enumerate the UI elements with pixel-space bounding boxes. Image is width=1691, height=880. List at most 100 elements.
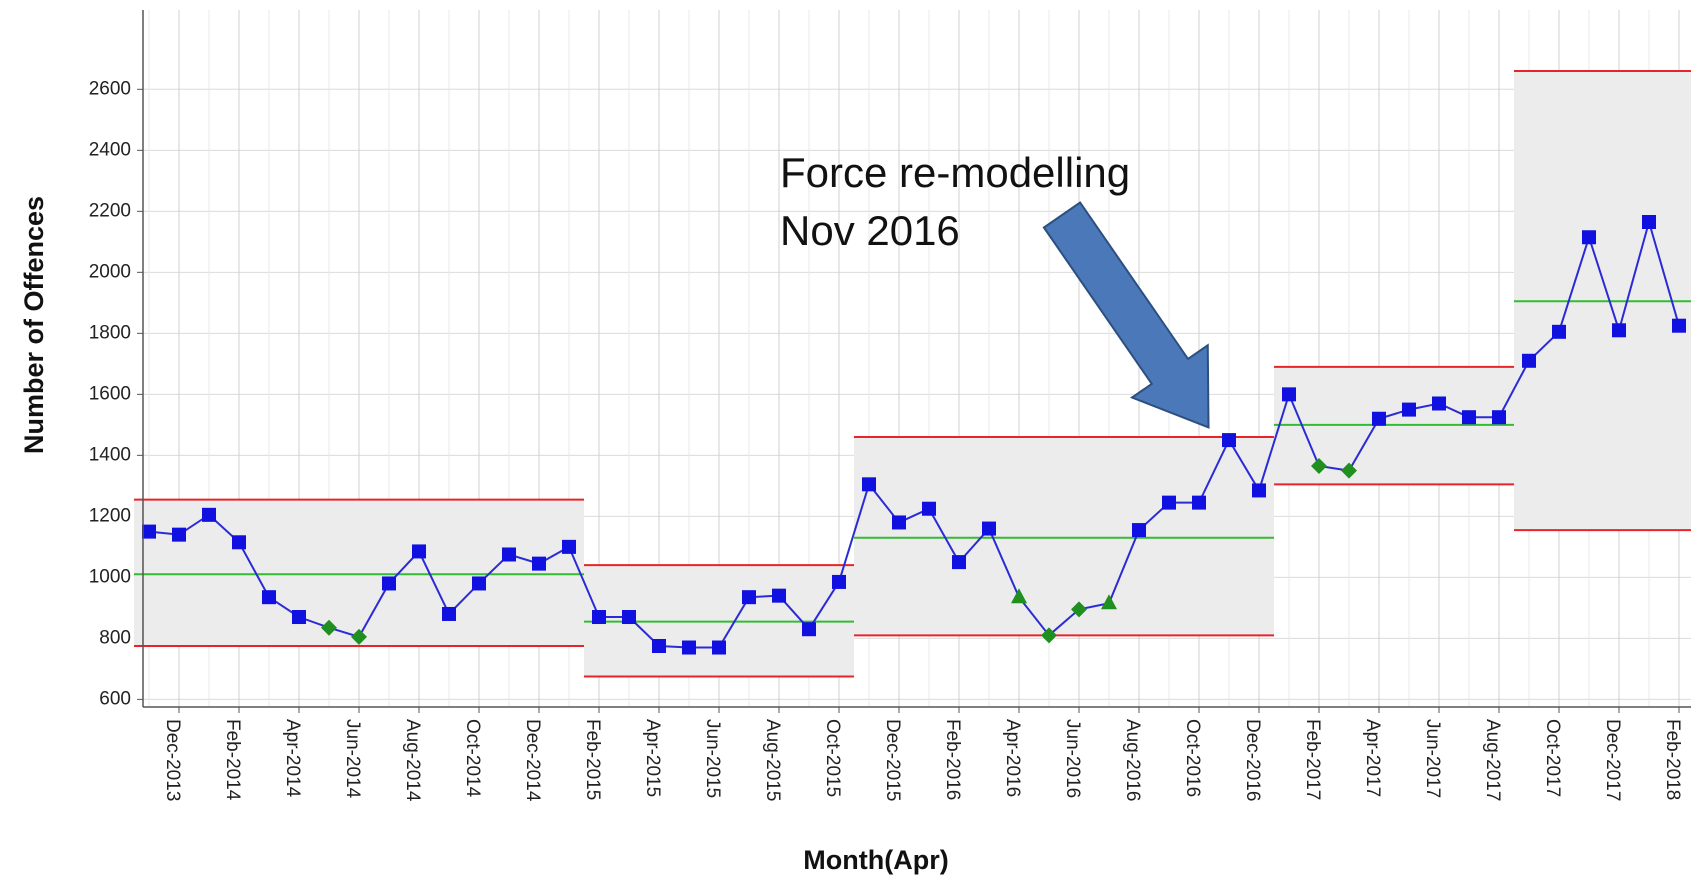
data-point [1311,458,1327,475]
data-point [952,555,966,570]
data-point [1372,411,1386,426]
x-tick-label: Feb-2014 [222,719,243,801]
x-tick-label: Aug-2017 [1482,719,1503,801]
annotation-arrow [1042,201,1210,429]
y-tick-label: 2600 [89,78,131,99]
x-tick-label: Aug-2016 [1122,719,1143,801]
x-tick-label: Dec-2013 [162,719,183,801]
y-tick-label: 600 [99,688,131,709]
y-tick-label: 2200 [89,200,131,221]
data-point [442,606,456,621]
data-point [532,556,546,571]
y-tick-label: 1600 [89,383,131,404]
x-tick-label: Apr-2015 [642,719,663,797]
data-point [802,622,816,637]
data-point [1642,214,1656,229]
y-tick-label: 1000 [89,566,131,587]
bands [134,70,1691,678]
connector [1498,360,1530,418]
annotation-line: Nov 2016 [780,207,960,254]
annotation-line: Force re-modelling [780,149,1130,196]
x-tick-label: Aug-2014 [402,719,423,802]
data-point [862,477,876,492]
data-point [1132,523,1146,538]
y-tick-label: 1400 [89,444,131,465]
x-tick-label: Apr-2016 [1002,719,1023,797]
data-point [1341,462,1357,479]
x-tick-label: Apr-2014 [282,719,303,798]
data-point [682,640,696,655]
y-axis-title: Number of Offences [19,196,49,454]
data-point [472,576,486,591]
data-point [1252,483,1266,498]
control-band [134,499,584,646]
data-point [1552,324,1566,339]
x-tick-label: Dec-2015 [882,719,903,801]
data-point [1432,396,1446,411]
data-point [232,535,246,550]
data-point [1192,495,1206,510]
connector [838,484,870,583]
data-point [1282,387,1296,402]
data-point [1041,627,1057,644]
x-tick-label: Oct-2017 [1542,719,1563,797]
x-tick-label: Feb-2017 [1302,719,1323,800]
data-point [742,590,756,605]
data-point [262,590,276,605]
data-point [1101,594,1117,610]
data-point [1462,410,1476,425]
data-point [412,544,426,559]
data-point [832,574,846,589]
data-point [1222,433,1236,448]
y-tick-label: 1800 [89,322,131,343]
data-point [1582,230,1596,245]
x-tick-label: Jun-2015 [702,719,723,798]
x-tick-label: Dec-2014 [522,719,543,802]
x-tick-label: Oct-2015 [822,719,843,797]
data-point [1612,323,1626,338]
data-point [1162,495,1176,510]
data-point [1492,410,1506,425]
plot [142,214,1686,655]
data-point [1402,402,1416,417]
x-tick-label: Dec-2016 [1242,719,1263,801]
data-point [772,588,786,603]
x-axis-title: Month(Apr) [803,845,948,875]
x-tick-label: Oct-2014 [462,719,483,798]
data-point [622,610,636,625]
data-point [1071,601,1087,618]
data-point [351,628,367,645]
y-tick-label: 800 [99,627,131,648]
data-point [292,610,306,625]
arrow-shape [1042,201,1210,429]
data-point [712,640,726,655]
control-band [854,437,1274,636]
x-tick-label: Feb-2016 [942,719,963,800]
connector [1258,394,1290,491]
y-tick-label: 2000 [89,261,131,282]
data-point [922,501,936,516]
y-tick-label: 2400 [89,139,131,160]
x-tick-label: Oct-2016 [1182,719,1203,797]
data-point [202,507,216,522]
data-point [172,527,186,542]
data-point [1011,588,1027,604]
data-point [592,610,606,625]
x-tick-label: Dec-2017 [1602,719,1623,801]
x-tick-label: Apr-2017 [1362,719,1383,797]
x-tick-label: Jun-2014 [342,719,363,799]
x-tick-label: Aug-2015 [762,719,783,801]
data-point [562,539,576,554]
data-point [382,576,396,591]
x-tick-label: Feb-2018 [1662,719,1683,800]
x-tick-label: Feb-2015 [582,719,603,800]
data-point [892,515,906,530]
data-point [1672,318,1686,333]
x-tick-label: Jun-2017 [1422,719,1443,798]
data-point [982,521,996,536]
data-point [142,524,156,539]
data-point [652,638,666,653]
data-point [1522,353,1536,368]
